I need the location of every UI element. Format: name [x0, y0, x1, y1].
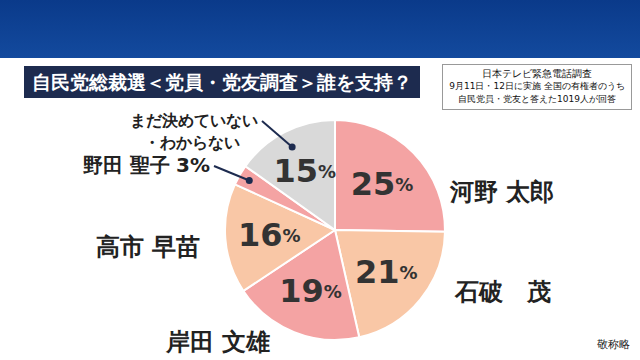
svg-text:高市 早苗: 高市 早苗: [96, 233, 200, 261]
svg-text:25%: 25%: [351, 165, 414, 203]
svg-text:野田 聖子3%: 野田 聖子3%: [83, 153, 210, 177]
svg-text:15%: 15%: [273, 152, 336, 190]
html-text:自民党員・党友と答えた1019人が回答: 自民党員・党友と答えた1019人が回答: [458, 94, 616, 104]
html-text:自民党総裁選＜党員・党友調査＞誰を支持？: 自民党総裁選＜党員・党友調査＞誰を支持？: [32, 71, 412, 93]
html-text:9月11日・12日に実施 全国の有権者のうち: 9月11日・12日に実施 全国の有権者のうち: [449, 81, 625, 91]
svg-text:21%: 21%: [355, 253, 418, 291]
svg-text:河野 太郎: 河野 太郎: [449, 178, 554, 206]
svg-text:石破 茂: 石破 茂: [454, 278, 551, 306]
html-text:日本テレビ緊急電話調査: 日本テレビ緊急電話調査: [482, 68, 592, 79]
svg-text:16%: 16%: [238, 216, 301, 254]
svg-text:19%: 19%: [279, 272, 342, 310]
html-text:敬称略: 敬称略: [597, 338, 630, 351]
svg-text:岸田 文雄: 岸田 文雄: [165, 328, 270, 356]
svg-text:まだ決めていない・わからない: まだ決めていない・わからない: [130, 111, 258, 152]
